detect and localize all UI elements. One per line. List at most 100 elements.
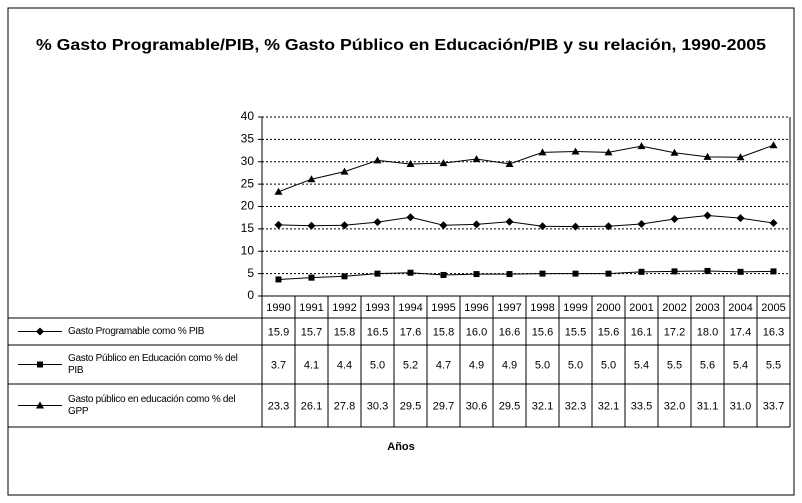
table-value: 17.6 <box>400 326 421 338</box>
x-tick-label: 1993 <box>365 302 389 314</box>
marker <box>340 221 349 230</box>
marker <box>703 211 712 220</box>
marker <box>373 156 382 164</box>
x-tick-label: 2005 <box>761 302 785 314</box>
table-value: 5.0 <box>535 359 550 371</box>
marker <box>736 214 745 223</box>
table-value: 30.3 <box>367 400 388 412</box>
marker <box>373 218 382 227</box>
marker <box>506 271 513 278</box>
marker <box>638 268 645 275</box>
table-value: 4.4 <box>337 359 352 371</box>
y-tick-label: 10 <box>241 243 255 257</box>
marker <box>637 142 646 150</box>
marker <box>341 273 348 280</box>
marker <box>36 401 44 409</box>
marker <box>737 268 744 275</box>
series-line <box>278 270 774 280</box>
table-value: 15.7 <box>301 326 322 338</box>
marker <box>605 270 612 277</box>
table-value: 5.0 <box>370 359 385 371</box>
x-tick-label: 1991 <box>299 302 323 314</box>
series-line <box>278 144 774 193</box>
x-tick-label: 2003 <box>695 302 719 314</box>
table-value: 15.8 <box>433 326 454 338</box>
marker <box>539 270 546 277</box>
table-value: 32.0 <box>664 400 685 412</box>
x-axis-label: Años <box>387 441 415 453</box>
marker <box>406 159 415 167</box>
x-tick-label: 1995 <box>431 302 455 314</box>
table-value: 4.7 <box>436 359 451 371</box>
marker <box>406 213 415 222</box>
marker <box>440 271 447 278</box>
marker <box>604 222 613 231</box>
table-value: 31.1 <box>697 400 718 412</box>
marker <box>769 219 778 228</box>
y-tick-label: 15 <box>241 221 255 235</box>
marker <box>572 270 579 277</box>
x-tick-label: 2001 <box>629 302 653 314</box>
table-value: 16.0 <box>466 326 487 338</box>
table-value: 17.4 <box>730 326 751 338</box>
table-value: 5.5 <box>766 359 781 371</box>
x-tick-label: 1997 <box>497 302 521 314</box>
y-tick-label: 25 <box>241 176 255 190</box>
table-value: 32.1 <box>598 400 619 412</box>
table-value: 23.3 <box>268 400 289 412</box>
marker <box>637 219 646 228</box>
marker <box>736 153 745 161</box>
table-value: 33.5 <box>631 400 652 412</box>
y-tick-label: 40 <box>241 109 255 123</box>
table-value: 16.5 <box>367 326 388 338</box>
table-value: 16.3 <box>763 326 784 338</box>
series-line <box>278 214 774 228</box>
marker <box>439 159 448 167</box>
x-tick-label: 1990 <box>266 302 290 314</box>
marker <box>37 361 43 368</box>
table-value: 5.2 <box>403 359 418 371</box>
table-value: 4.9 <box>502 359 517 371</box>
table-value: 18.0 <box>697 326 718 338</box>
table-value: 3.7 <box>271 359 286 371</box>
table-value: 4.1 <box>304 359 319 371</box>
table-value: 32.1 <box>532 400 553 412</box>
marker <box>538 148 547 156</box>
table-value: 5.0 <box>568 359 583 371</box>
legend-label-box: Gasto Programable como % PIB <box>68 325 205 337</box>
legend-label: Gasto público en educación como % del GP… <box>68 393 236 417</box>
table-value: 29.5 <box>499 400 520 412</box>
legend-label-box: Gasto público en educación como % del GP… <box>68 393 236 417</box>
table-value: 15.6 <box>532 326 553 338</box>
x-tick-label: 2002 <box>662 302 686 314</box>
table-value: 29.7 <box>433 400 454 412</box>
table-value: 29.5 <box>400 400 421 412</box>
table-value: 5.5 <box>667 359 682 371</box>
table-value: 5.4 <box>733 359 748 371</box>
x-tick-label: 2004 <box>728 302 752 314</box>
y-tick-label: 0 <box>247 288 254 302</box>
marker <box>505 217 514 226</box>
table-value: 5.0 <box>601 359 616 371</box>
chart-title: % Gasto Programable/PIB, % Gasto Público… <box>36 37 766 54</box>
marker <box>307 175 316 183</box>
table-value: 5.6 <box>700 359 715 371</box>
x-tick-label: 1996 <box>464 302 488 314</box>
marker <box>671 268 678 275</box>
x-tick-label: 1994 <box>398 302 422 314</box>
marker <box>407 269 414 276</box>
marker <box>472 155 481 163</box>
legend-label: Gasto Programable como % PIB <box>68 325 205 337</box>
marker <box>473 271 480 278</box>
y-tick-label: 5 <box>247 266 254 280</box>
y-tick-label: 20 <box>241 199 255 213</box>
marker <box>604 148 613 156</box>
table-value: 15.9 <box>268 326 289 338</box>
table-value: 31.0 <box>730 400 751 412</box>
table-value: 16.6 <box>499 326 520 338</box>
marker <box>704 267 711 274</box>
marker <box>538 222 547 231</box>
marker <box>275 276 282 283</box>
y-tick-label: 30 <box>241 154 255 168</box>
table-value: 32.3 <box>565 400 586 412</box>
